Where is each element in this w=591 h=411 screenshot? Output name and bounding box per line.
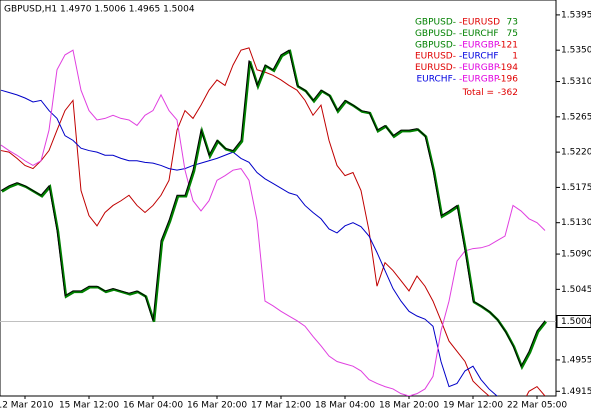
chart-title: GBPUSD,H1 1.4970 1.5006 1.4965 1.5004: [4, 5, 195, 15]
y-tick-label: 1.5265: [561, 112, 591, 122]
x-tick-label: 18 Mar 20:00: [379, 401, 439, 411]
pair-value: -194: [498, 63, 519, 73]
pair-value: 73: [507, 18, 518, 28]
pair-base: EURUSD-: [415, 52, 456, 62]
pair-base: EURCHF-: [416, 75, 456, 85]
y-tick-label: 1.5395: [561, 10, 591, 20]
y-tick-label: 1.5175: [561, 183, 591, 193]
current-price-label: 1.5004: [561, 317, 591, 327]
series-line: [0, 49, 546, 396]
pair-quote: -EURUSD: [459, 18, 500, 28]
x-tick-label: 16 Mar 20:00: [187, 401, 247, 411]
x-tick-label: 19 Mar 12:00: [443, 401, 503, 411]
pair-quote: -EURGBP: [459, 63, 500, 73]
y-tick-label: 1.5130: [561, 218, 591, 228]
line-shadow: [1, 49, 547, 371]
x-tick-label: 17 Mar 12:00: [251, 401, 311, 411]
x-tick-label: 18 Mar 04:00: [315, 401, 375, 411]
y-tick-label: 1.4955: [561, 355, 591, 365]
pair-quote: -EURCHF: [459, 29, 499, 39]
y-tick-label: 1.5090: [561, 250, 591, 260]
total-value: -362: [498, 88, 518, 98]
pair-quote: -EURGBP: [459, 40, 500, 50]
pair-base: EURUSD-: [415, 63, 456, 73]
x-tick-label: 22 Mar 05:00: [507, 401, 567, 411]
series-line: [0, 49, 546, 368]
x-tick-label: 15 Mar 12:00: [59, 401, 119, 411]
pair-base: GBPUSD-: [415, 18, 456, 28]
pair-quote: -EURGBP: [459, 75, 500, 85]
plot-lines: [0, 47, 547, 396]
y-tick-label: 1.5310: [561, 77, 591, 87]
y-tick-label: 1.4915: [561, 387, 591, 397]
series-line: [0, 47, 546, 396]
plot-frame: [0, 0, 557, 397]
current-price-box: [556, 315, 591, 329]
pair-value: 75: [507, 29, 518, 39]
pair-quote: -EURCHF: [459, 52, 499, 62]
pair-value: -196: [498, 75, 519, 85]
x-tick-label: 16 Mar 04:00: [123, 401, 183, 411]
pair-value: -121: [498, 40, 518, 50]
y-tick-label: 1.5220: [561, 148, 591, 158]
y-tick-label: 1.5045: [561, 285, 591, 295]
pair-value: 1: [512, 52, 518, 62]
x-tick-label: 12 Mar 2010: [0, 401, 54, 411]
pair-base: GBPUSD-: [415, 29, 456, 39]
pair-base: GBPUSD-: [415, 40, 456, 50]
total-label: Total =: [462, 88, 494, 98]
y-tick-label: 1.5350: [561, 46, 591, 56]
series-line: [0, 89, 498, 396]
